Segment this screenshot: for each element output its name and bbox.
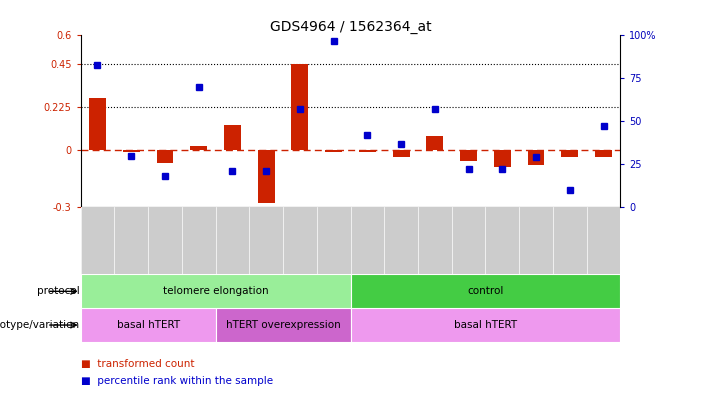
Text: basal hTERT: basal hTERT <box>454 320 517 330</box>
Bar <box>460 150 477 161</box>
Bar <box>426 136 443 150</box>
Text: ■  transformed count: ■ transformed count <box>81 358 194 369</box>
Bar <box>292 64 308 150</box>
Bar <box>123 150 139 152</box>
Bar <box>81 274 350 308</box>
Text: basal hTERT: basal hTERT <box>116 320 179 330</box>
Bar <box>494 150 511 167</box>
Bar <box>156 150 173 163</box>
Bar <box>350 308 620 342</box>
Bar <box>325 150 342 152</box>
Bar <box>81 308 216 342</box>
Bar <box>258 150 275 203</box>
Text: protocol: protocol <box>37 286 80 296</box>
Bar <box>393 150 409 158</box>
Bar <box>528 150 545 165</box>
Bar <box>216 308 350 342</box>
Bar <box>595 150 612 158</box>
Text: genotype/variation: genotype/variation <box>0 320 80 330</box>
Text: telomere elongation: telomere elongation <box>163 286 268 296</box>
Title: GDS4964 / 1562364_at: GDS4964 / 1562364_at <box>270 20 431 34</box>
Bar <box>350 274 620 308</box>
Text: hTERT overexpression: hTERT overexpression <box>226 320 341 330</box>
Bar <box>89 98 106 150</box>
Text: ■  percentile rank within the sample: ■ percentile rank within the sample <box>81 376 273 386</box>
Bar <box>224 125 241 150</box>
Bar <box>359 150 376 152</box>
Text: control: control <box>468 286 503 296</box>
Bar <box>562 150 578 158</box>
Bar <box>190 146 207 150</box>
